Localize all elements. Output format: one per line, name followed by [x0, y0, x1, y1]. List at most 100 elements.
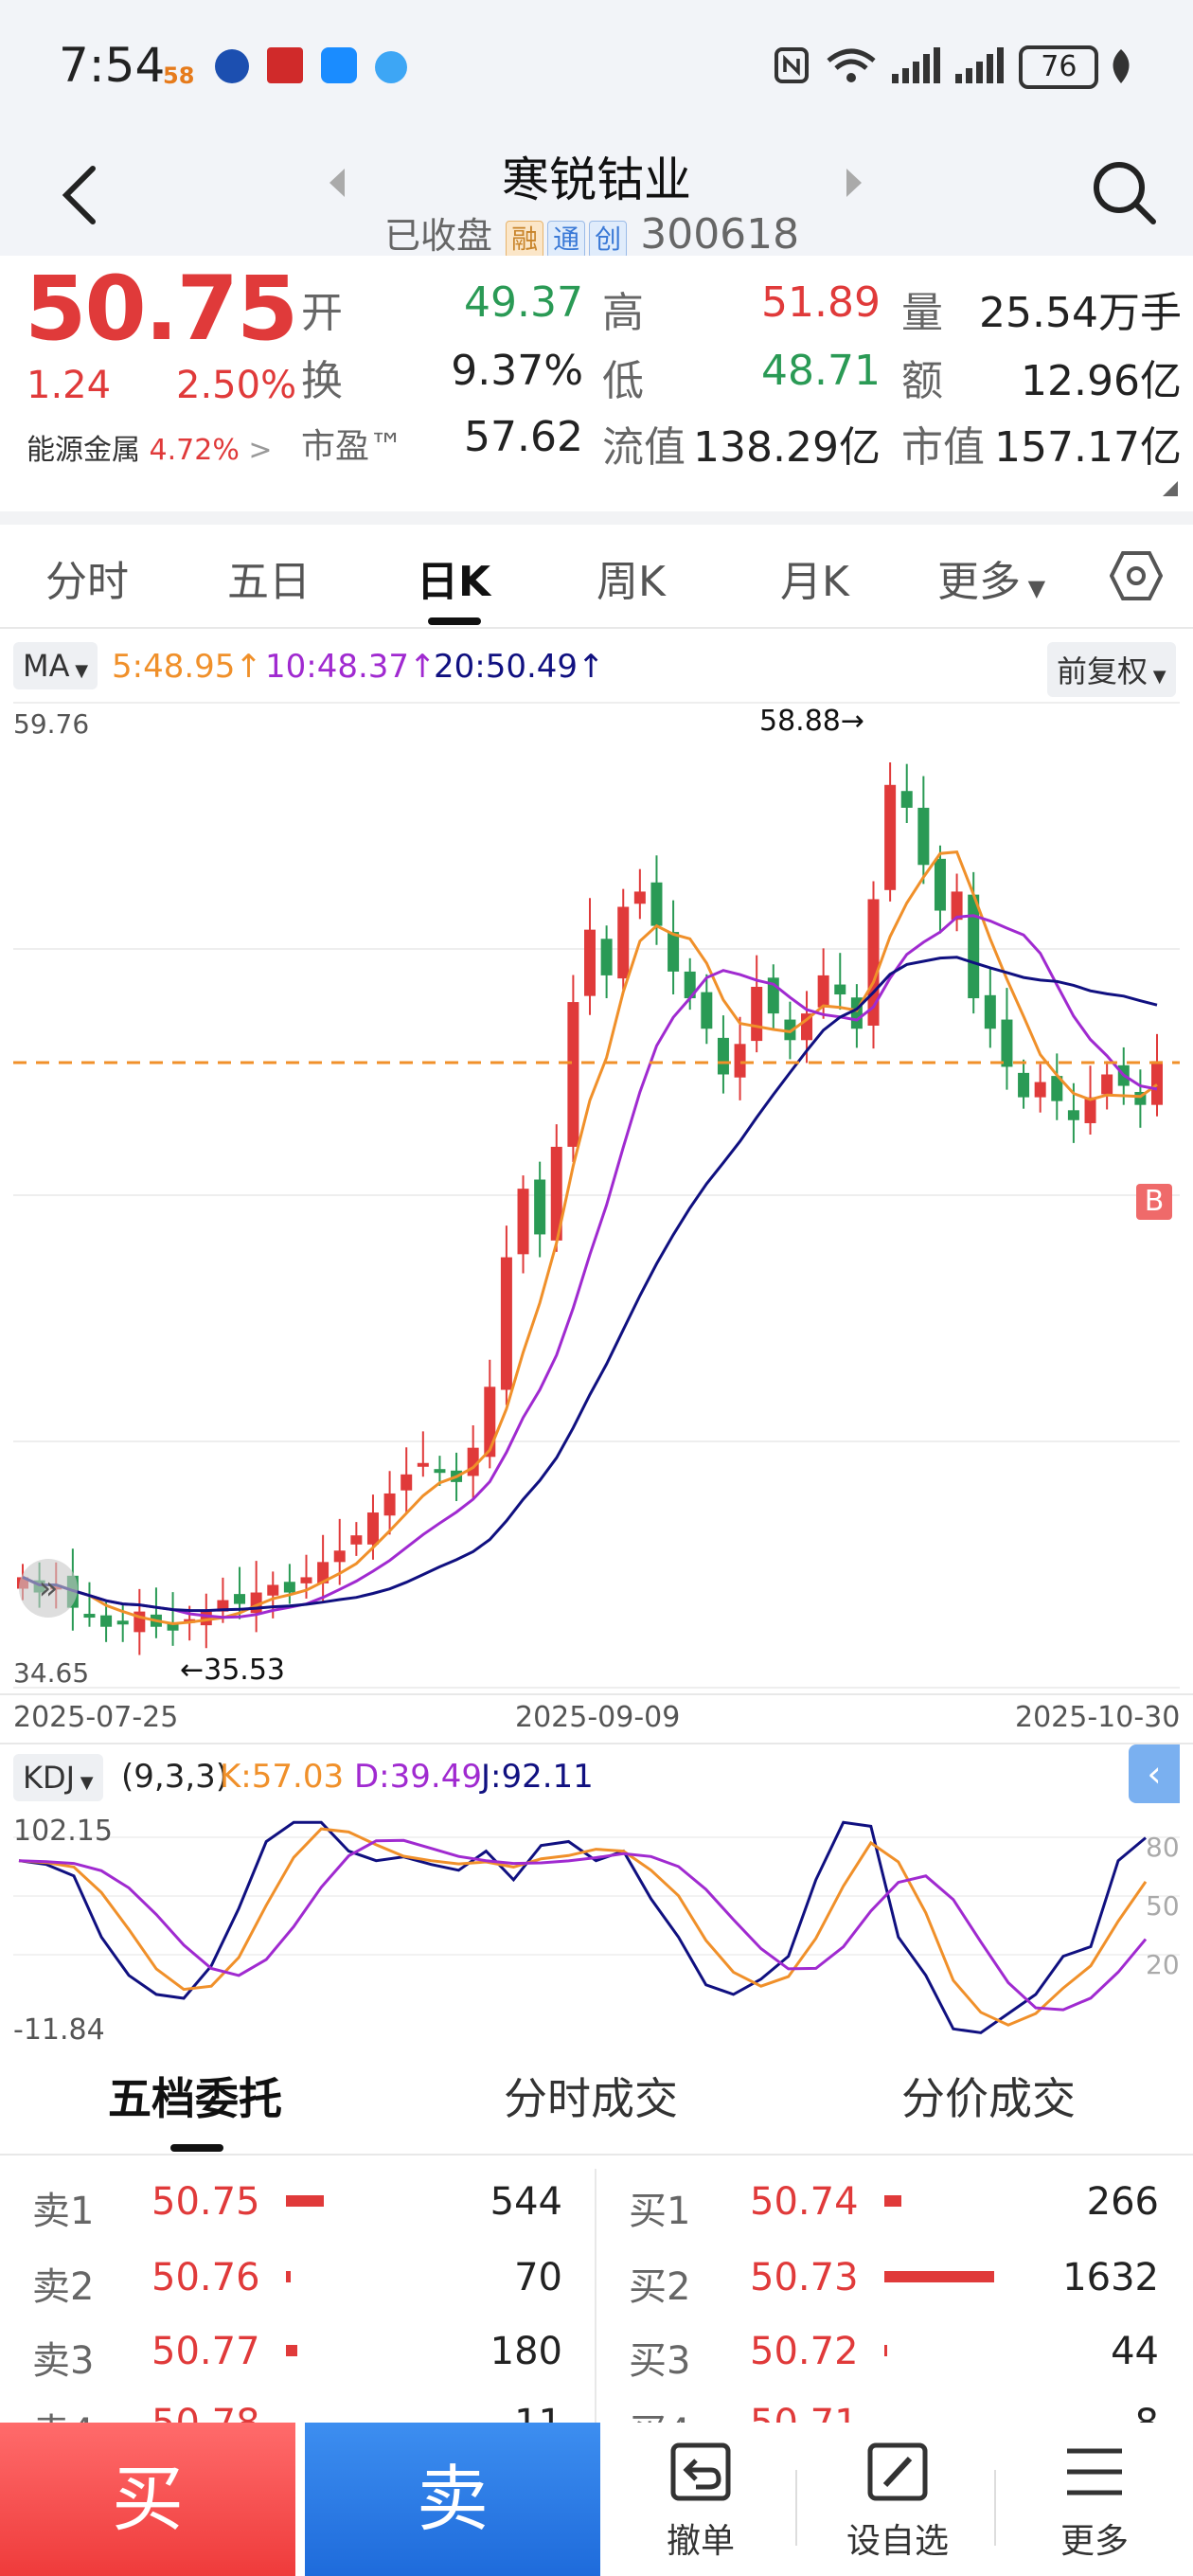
bid-label: 买3: [629, 2339, 691, 2383]
kdj-label: KDJ: [23, 1760, 76, 1796]
y-axis-top: 59.76: [13, 708, 90, 740]
caret-down-icon: ▼: [1021, 575, 1046, 601]
order-book-tab-indicator: [170, 2144, 223, 2152]
collapse-panel-button[interactable]: ‹: [1129, 1744, 1180, 1803]
quote-panel: 50.75 1.24 2.50% 能源金属 4.72% > 开 49.37 高 …: [0, 256, 1193, 511]
stock-name: 寒锐钴业: [502, 152, 691, 207]
candle-body: [684, 971, 696, 999]
candle-body: [917, 807, 930, 866]
sector-link[interactable]: 能源金属 4.72% >: [27, 426, 273, 468]
candle-body: [900, 791, 913, 808]
candle-body: [383, 1493, 396, 1516]
candlesticks: [17, 762, 1163, 1655]
menu-icon: [1067, 2448, 1122, 2496]
kdj-k-line: [18, 1827, 1148, 2027]
ask-volume: 70: [514, 2256, 562, 2299]
more-actions-button[interactable]: 更多: [1019, 2442, 1170, 2563]
candle-body: [600, 939, 613, 975]
tab-more-label: 更多: [937, 558, 1021, 606]
tab-monthly-k[interactable]: 月K: [780, 558, 849, 606]
tab-intraday[interactable]: 分时: [45, 558, 129, 606]
bid-volume-bar: [884, 2345, 887, 2356]
prev-stock-icon[interactable]: [326, 167, 348, 199]
order-book-divider: [0, 2154, 1193, 2156]
turnover-value: 9.37%: [451, 347, 583, 395]
tab-active-indicator: [428, 617, 481, 625]
kline-chart[interactable]: [0, 0, 1193, 2065]
section-divider: [0, 511, 1193, 525]
float-cap-label: 流值: [602, 423, 686, 472]
tab-price-volume[interactable]: 分价成交: [901, 2073, 1076, 2124]
ask-price: 50.76: [151, 2256, 260, 2299]
market-state: 已收盘: [384, 215, 493, 257]
tab-tick-trades[interactable]: 分时成交: [504, 2073, 678, 2124]
cancel-order-button[interactable]: 撤单: [625, 2442, 776, 2563]
candle-body: [300, 1577, 312, 1583]
candle-body: [534, 1179, 546, 1235]
kdj-top-divider: [0, 1743, 1193, 1744]
signal-icon-2: [955, 47, 1005, 83]
tab-five-day[interactable]: 五日: [227, 558, 311, 606]
ask-volume: 180: [490, 2330, 562, 2373]
tab-order-book[interactable]: 五档委托: [108, 2073, 282, 2124]
back-arrow-icon[interactable]: [57, 163, 104, 229]
candle-body: [567, 1002, 579, 1147]
next-stock-icon[interactable]: [843, 167, 865, 199]
ma10-value: 10:48.37↑: [265, 648, 436, 686]
ask-price: 50.77: [151, 2330, 260, 2373]
tabs-divider: [0, 627, 1193, 629]
candle-body: [434, 1469, 446, 1474]
candle-body: [500, 1257, 512, 1390]
adjust-selector[interactable]: 前复权 ▼: [1047, 642, 1176, 697]
candle-body: [650, 882, 663, 926]
app-58-icon: 58: [163, 63, 195, 89]
bid-volume: 44: [1111, 2330, 1159, 2373]
ask-price: 50.75: [151, 2180, 260, 2224]
x-axis-mid: 2025-09-09: [515, 1701, 681, 1734]
kdj-lines: [18, 1820, 1148, 2034]
candle-body: [333, 1550, 346, 1563]
kdj-d-value: D:39.49: [354, 1758, 482, 1796]
sell-button[interactable]: 卖: [305, 2423, 600, 2576]
tab-weekly-k[interactable]: 周K: [596, 558, 666, 606]
tab-daily-k[interactable]: 日K: [417, 558, 491, 606]
volume-value: 25.54万手: [979, 289, 1182, 337]
amount-label: 额: [901, 357, 943, 405]
undo-icon: [670, 2442, 731, 2501]
kdj-level-80: 80: [1146, 1832, 1180, 1863]
kdj-k-value: K:57.03: [220, 1758, 345, 1796]
caret-down-icon: ▼: [75, 1773, 94, 1793]
high-value: 51.89: [761, 278, 881, 327]
trough-label: ←35.53: [180, 1654, 286, 1687]
kdj-d-line: [18, 1838, 1148, 2012]
candle-body: [234, 1594, 246, 1604]
leaf-icon: [1113, 49, 1130, 83]
add-watchlist-button[interactable]: 设自选: [822, 2442, 973, 2563]
candle-body: [83, 1614, 96, 1619]
nfc-icon: [775, 47, 809, 83]
candle-body: [668, 932, 680, 972]
search-icon[interactable]: [1089, 157, 1159, 227]
expand-corner-icon[interactable]: [1161, 479, 1180, 498]
app-globe-icon: [375, 51, 408, 83]
buy-button[interactable]: 买: [0, 2423, 295, 2576]
low-label: 低: [602, 357, 644, 405]
open-label: 开: [301, 289, 343, 337]
chart-settings-icon[interactable]: [1110, 549, 1163, 602]
candle-body: [1018, 1072, 1030, 1098]
candle-body: [517, 1189, 529, 1255]
expand-left-button[interactable]: »: [19, 1559, 78, 1618]
pe-label: 市盈™: [301, 427, 404, 466]
candle-body: [951, 891, 963, 921]
system-status-icons: 76: [773, 45, 1133, 89]
indicator-selector-ma[interactable]: MA ▼: [13, 642, 98, 689]
kdj-level-50: 50: [1146, 1890, 1180, 1922]
chinext-badge: 创: [589, 221, 628, 259]
ask-label: 卖3: [32, 2339, 95, 2383]
candle-body: [401, 1474, 413, 1491]
ask-volume-bar: [286, 2345, 297, 2356]
signal-icon-1: [892, 47, 941, 83]
indicator-selector-kdj[interactable]: KDJ ▼: [13, 1754, 103, 1801]
market-cap-value: 157.17亿: [994, 423, 1182, 472]
tab-more[interactable]: 更多 ▼: [937, 547, 1045, 608]
